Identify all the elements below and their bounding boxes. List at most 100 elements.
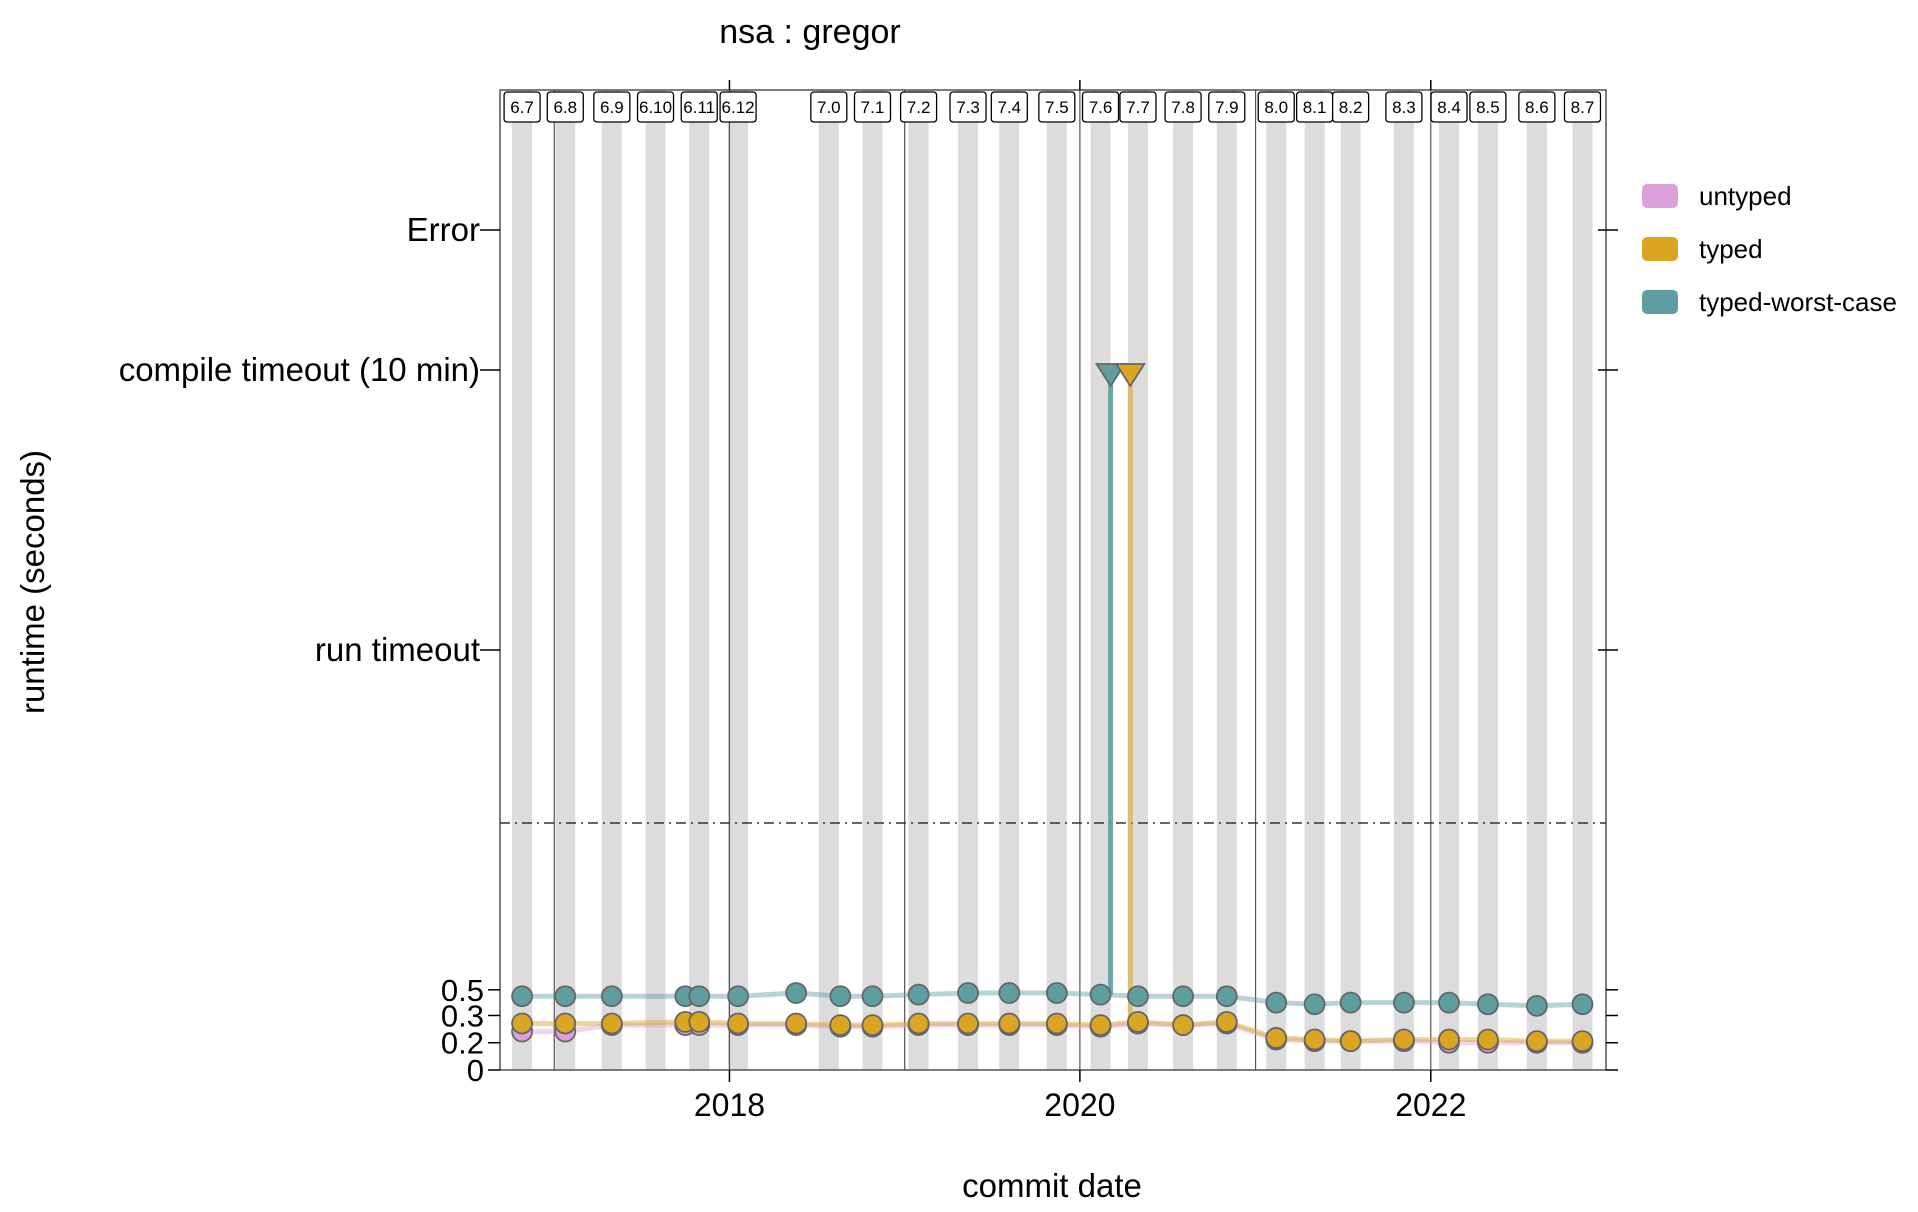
release-band — [555, 90, 576, 1070]
release-label-box — [899, 91, 938, 123]
data-point — [907, 1012, 930, 1035]
release-band — [1477, 90, 1498, 1070]
y-tick-label: 0.2 — [441, 1026, 484, 1061]
release-band — [999, 90, 1020, 1070]
data-point — [1045, 1012, 1068, 1035]
release-label-box — [1164, 91, 1202, 123]
legend-swatch — [1642, 290, 1678, 314]
release-label: 8.2 — [1339, 98, 1363, 117]
y-axis-label: runtime (seconds) — [14, 450, 51, 714]
release-label: 7.4 — [997, 98, 1021, 117]
data-point — [1525, 994, 1548, 1017]
data-point — [1127, 985, 1149, 1008]
release-label-box — [546, 91, 584, 123]
release-label-box — [1038, 91, 1076, 123]
data-point — [1265, 991, 1288, 1014]
release-label: 6.10 — [639, 98, 672, 117]
release-label: 8.0 — [1264, 98, 1288, 117]
y-tick-label: 0.5 — [441, 973, 484, 1008]
release-label-box — [503, 91, 541, 123]
release-labels: 6.7 6.8 6.9 6.10 6.11 6.12 7.0 7.1 7.2 7.3 7.4 7.5 7… — [503, 91, 1602, 123]
release-label-box — [1469, 91, 1507, 123]
release-band — [512, 90, 533, 1070]
data-point — [1045, 982, 1068, 1004]
release-band — [1266, 90, 1287, 1070]
data-point — [511, 1012, 533, 1035]
legend-swatch — [1642, 184, 1678, 208]
release-label-box — [680, 91, 718, 123]
release-label: 6.12 — [722, 98, 755, 117]
data-point — [554, 1012, 577, 1035]
data-point — [957, 1012, 979, 1035]
year-lines — [553, 90, 1432, 1070]
release-label: 6.11 — [683, 98, 715, 117]
release-label: 7.7 — [1126, 98, 1150, 117]
release-label: 7.3 — [956, 98, 980, 117]
data-point — [1089, 983, 1112, 1006]
release-label: 6.8 — [553, 98, 577, 117]
data-point — [600, 1012, 623, 1035]
release-label-box — [1119, 91, 1157, 123]
release-label-box — [853, 91, 892, 123]
release-label: 6.9 — [600, 98, 624, 117]
x-tick-label: 2020 — [1044, 1087, 1115, 1123]
y-tick-label: 0.3 — [441, 998, 484, 1033]
release-label: 7.1 — [861, 98, 885, 117]
release-band — [862, 90, 883, 1070]
data-point — [1339, 991, 1362, 1014]
data-point — [1172, 1014, 1194, 1036]
legend-label: untyped — [1699, 181, 1792, 211]
release-band — [908, 90, 929, 1070]
data-point — [688, 985, 711, 1008]
release-label-box — [810, 91, 848, 123]
release-label: 7.5 — [1045, 98, 1069, 117]
release-band — [645, 90, 666, 1070]
release-band — [1127, 90, 1148, 1070]
data-point — [861, 985, 884, 1008]
release-label-box — [719, 91, 757, 123]
data-point — [554, 985, 577, 1008]
release-label-box — [1430, 91, 1468, 123]
data-point — [1303, 1028, 1326, 1051]
release-band — [1526, 90, 1547, 1070]
timeout-marker — [1114, 363, 1146, 388]
release-band — [1216, 90, 1237, 1070]
release-band — [1304, 90, 1325, 1070]
release-label: 8.1 — [1303, 98, 1327, 117]
plot-border — [499, 89, 1607, 1071]
y-cat-label: run timeout — [315, 631, 480, 668]
data-point — [1393, 1028, 1415, 1051]
x-tick-label: 2018 — [694, 1087, 765, 1123]
release-band — [1572, 90, 1593, 1070]
y-cat-label: compile timeout (10 min) — [119, 351, 480, 388]
data-point — [829, 1014, 852, 1036]
data-point — [1215, 1010, 1238, 1033]
release-band — [1046, 90, 1067, 1070]
release-label: 7.9 — [1215, 98, 1239, 117]
release-band — [958, 90, 979, 1070]
release-band — [1393, 90, 1414, 1070]
x-axis-label: commit date — [962, 1167, 1142, 1204]
data-point — [1172, 985, 1194, 1008]
y-cat-label: Error — [407, 211, 480, 248]
data-point — [1571, 993, 1594, 1016]
release-band — [601, 90, 622, 1070]
data-point — [998, 1012, 1021, 1035]
release-band — [689, 90, 710, 1070]
data-point — [1571, 1030, 1594, 1053]
release-label: 7.2 — [907, 98, 931, 117]
release-label: 8.3 — [1392, 98, 1416, 117]
data-point — [957, 982, 979, 1004]
release-label: 6.7 — [510, 98, 534, 117]
y-tick-label: 0 — [467, 1053, 484, 1088]
release-band — [1340, 90, 1361, 1070]
data-point — [1438, 991, 1460, 1014]
data-point — [861, 1014, 884, 1036]
legend-label: typed-worst-case — [1699, 287, 1897, 317]
plot-frame — [499, 89, 1607, 1071]
data-point — [829, 985, 852, 1008]
release-label-box — [1518, 91, 1556, 123]
release-label: 8.7 — [1571, 98, 1595, 117]
x-tick-label: 2022 — [1395, 1087, 1466, 1123]
